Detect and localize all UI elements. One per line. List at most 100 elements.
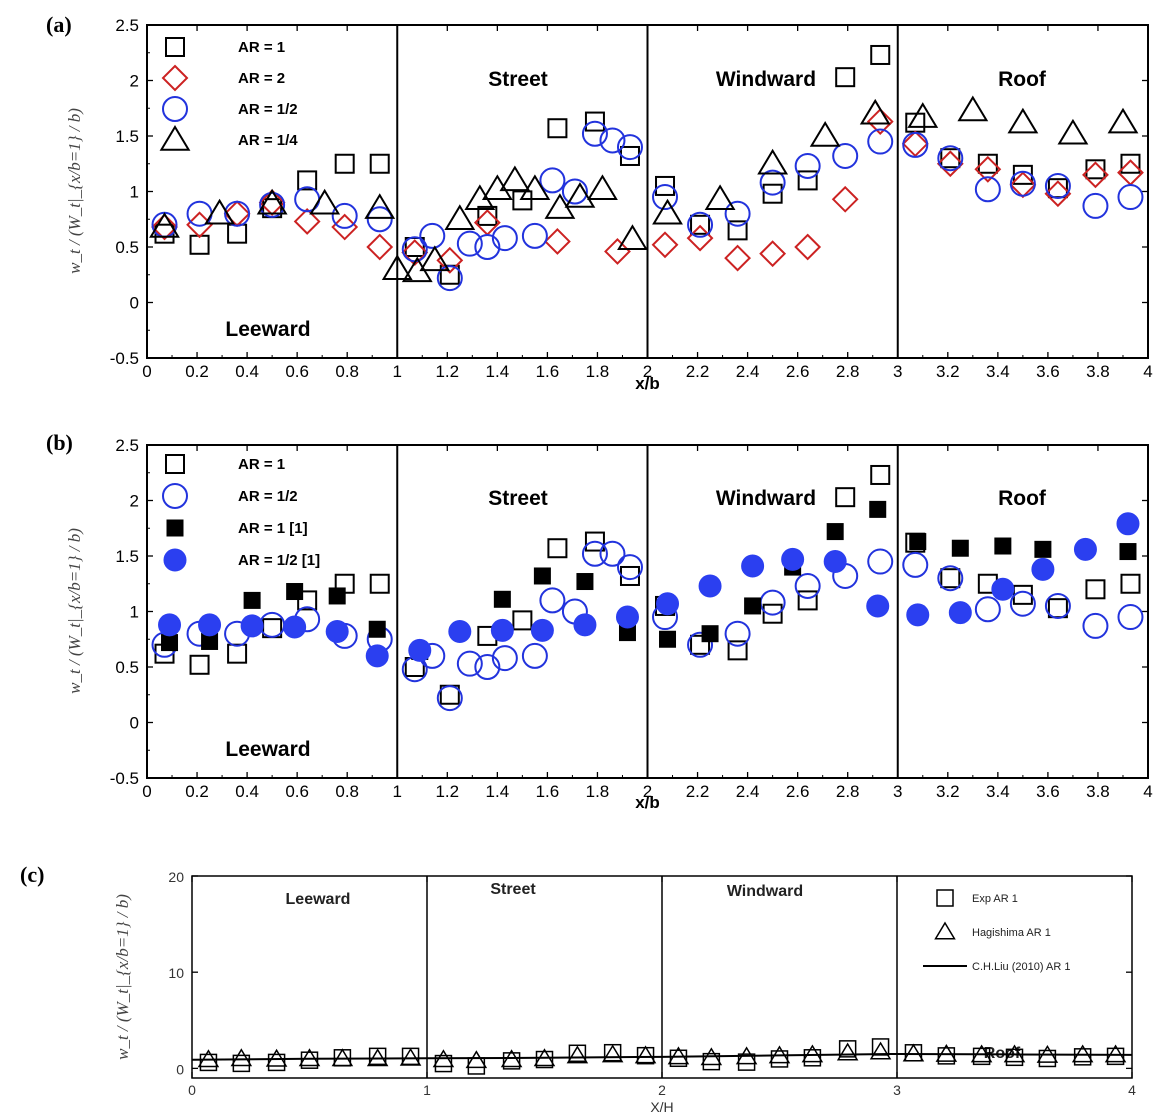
data-point [974, 155, 1002, 183]
y-tick-label: 0 [130, 714, 139, 733]
legend-label: Exp AR 1 [972, 893, 1018, 905]
x-tick-label: 1.2 [435, 362, 459, 381]
y-axis-label: w_t / (W_t|_{x/b=1} / b) [65, 528, 84, 694]
data-point [1116, 512, 1140, 536]
data-point [365, 644, 389, 668]
legend: AR = 1 AR = 1/2 AR = 1 [1] AR = 1/2 [1] [162, 454, 320, 572]
x-tick-label: 2.8 [836, 782, 860, 801]
data-point [656, 592, 680, 616]
data-point [651, 231, 679, 259]
data-point [297, 590, 318, 611]
x-tick-label: 3.4 [986, 362, 1010, 381]
data-point [1047, 598, 1068, 619]
x-tick-label: 1.4 [486, 362, 510, 381]
data-point [547, 538, 568, 559]
data-point [368, 620, 386, 638]
data-point [325, 619, 349, 643]
data-point [615, 605, 639, 629]
data-point [369, 573, 390, 594]
data-point [601, 1044, 624, 1063]
data-point [831, 185, 859, 213]
legend-label: AR = 1/2 [238, 101, 298, 118]
region-label-street: Street [488, 68, 548, 91]
x-tick-label: 1 [393, 362, 402, 381]
x-tick-label: 3.2 [936, 362, 960, 381]
data-point [1117, 604, 1144, 631]
data-point [161, 634, 179, 652]
data-point [1007, 107, 1039, 134]
data-point [198, 613, 222, 637]
x-tick-label: 0.6 [285, 782, 309, 801]
data-point [1012, 164, 1033, 185]
data-point [331, 213, 359, 241]
data-point [759, 169, 786, 196]
data-point [599, 540, 626, 567]
data-point [634, 1045, 657, 1064]
region-label-roof: Roof [998, 68, 1047, 91]
data-point [803, 1049, 822, 1067]
data-point [867, 548, 894, 575]
data-point [539, 587, 566, 614]
data-point [781, 547, 805, 571]
y-tick-label: 10 [168, 965, 184, 981]
y-tick-label: 2.5 [115, 436, 139, 455]
data-point [189, 234, 210, 255]
data-point [902, 1043, 925, 1062]
data-point [561, 178, 588, 205]
legend-swatch [162, 483, 188, 509]
x-tick-label: 2 [658, 1082, 666, 1098]
x-axis-label: X/H [650, 1099, 673, 1115]
data-point [1085, 579, 1106, 600]
y-tick-label: 1.5 [115, 127, 139, 146]
data-point [224, 200, 251, 227]
data-point [568, 1044, 587, 1063]
data-point [1012, 584, 1033, 605]
data-point [1044, 172, 1071, 199]
x-tick-label: 3.8 [1086, 362, 1110, 381]
data-point [1119, 543, 1137, 561]
data-point [652, 198, 683, 225]
data-point [869, 1041, 892, 1060]
x-tick-label: 1 [393, 782, 402, 801]
data-point [158, 613, 182, 637]
data-point [687, 211, 714, 238]
data-point [436, 265, 463, 292]
data-point [757, 148, 789, 175]
x-tick-label: 0.8 [335, 782, 359, 801]
data-point [832, 142, 859, 169]
data-point [762, 603, 783, 624]
data-point [477, 205, 498, 226]
region-label-leeward: Leeward [225, 738, 310, 761]
data-point [727, 220, 748, 241]
data-point [259, 191, 286, 218]
data-point [543, 228, 571, 255]
data-point [481, 174, 513, 201]
data-point [794, 152, 821, 179]
data-point [1104, 1044, 1127, 1063]
x-tick-label: 4 [1128, 1082, 1136, 1098]
data-point [794, 233, 822, 261]
data-point [267, 1053, 286, 1072]
x-tick-label: 1.6 [536, 362, 560, 381]
x-tick-label: 2 [643, 782, 652, 801]
data-point [491, 225, 518, 252]
x-tick-label: 2.2 [686, 782, 710, 801]
x-tick-label: 2.6 [786, 782, 810, 801]
data-point [381, 254, 413, 280]
data-point [539, 167, 566, 194]
data-point [797, 590, 818, 611]
y-axis-label: w_t / (W_t|_{x/b=1} / b) [65, 108, 84, 274]
data-point [490, 618, 514, 642]
x-tick-label: 1.2 [435, 782, 459, 801]
series-line [191, 1052, 1133, 1061]
data-point [547, 118, 568, 139]
series-4 [158, 512, 1140, 668]
data-point [297, 170, 318, 191]
data-point [584, 111, 605, 132]
data-point [902, 131, 929, 158]
y-tick-label: 0.5 [115, 238, 139, 257]
data-point [616, 554, 643, 581]
y-tick-label: 20 [168, 869, 184, 885]
legend-swatch [163, 548, 187, 572]
data-point [801, 1044, 824, 1063]
